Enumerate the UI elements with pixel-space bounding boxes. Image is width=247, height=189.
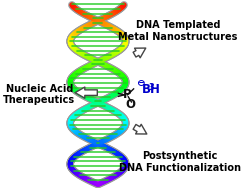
Text: P: P [123,88,131,101]
Text: DNA Templated
Metal Nanostructures: DNA Templated Metal Nanostructures [118,20,238,42]
FancyArrowPatch shape [75,87,97,98]
FancyArrowPatch shape [133,48,146,58]
Text: O: O [126,98,136,111]
FancyArrowPatch shape [133,124,147,134]
Text: BH: BH [142,83,161,96]
Text: Postsynthetic
DNA Functionalization: Postsynthetic DNA Functionalization [119,151,241,173]
Text: ⊖: ⊖ [136,78,145,88]
Text: Nucleic Acid
Therapeutics: Nucleic Acid Therapeutics [3,84,75,105]
Text: 3: 3 [148,83,154,92]
